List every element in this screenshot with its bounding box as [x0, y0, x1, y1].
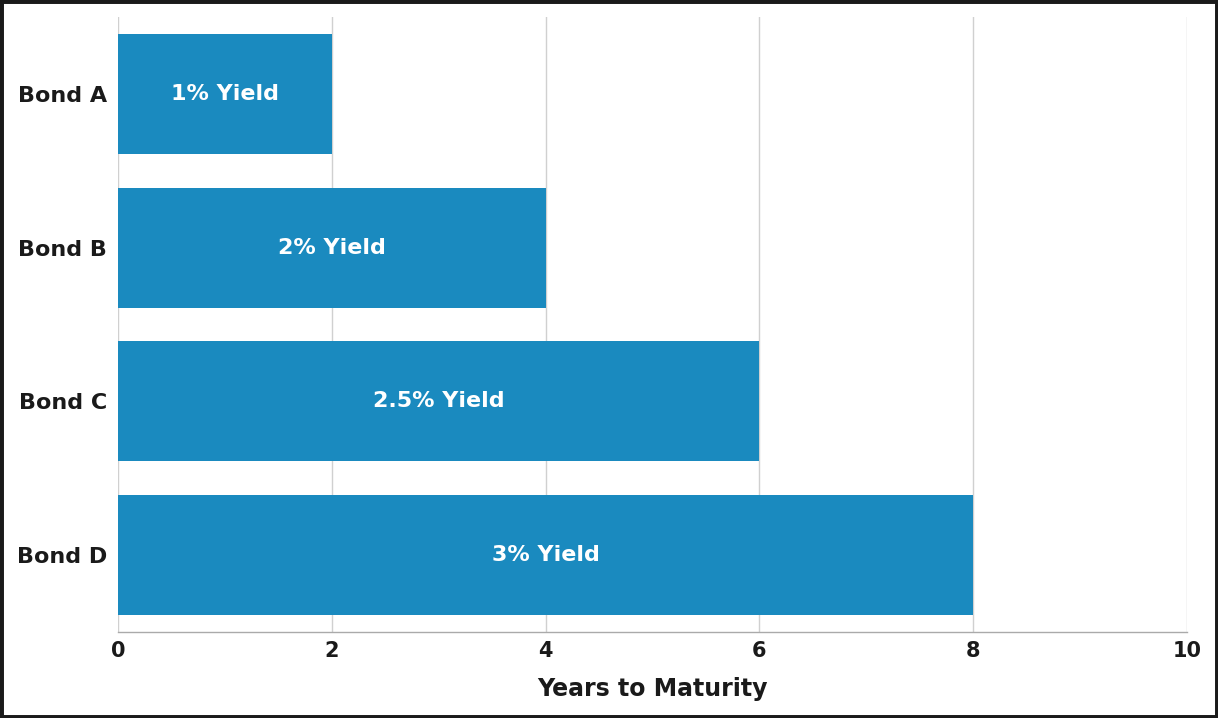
Text: 3% Yield: 3% Yield [492, 546, 599, 565]
X-axis label: Years to Maturity: Years to Maturity [537, 677, 767, 701]
Bar [118, 495, 973, 615]
Text: 2.5% Yield: 2.5% Yield [373, 391, 504, 411]
Bar [118, 342, 759, 462]
Text: 2% Yield: 2% Yield [278, 238, 386, 258]
Bar [118, 34, 331, 154]
Bar [118, 187, 546, 307]
Text: 1% Yield: 1% Yield [171, 83, 279, 103]
